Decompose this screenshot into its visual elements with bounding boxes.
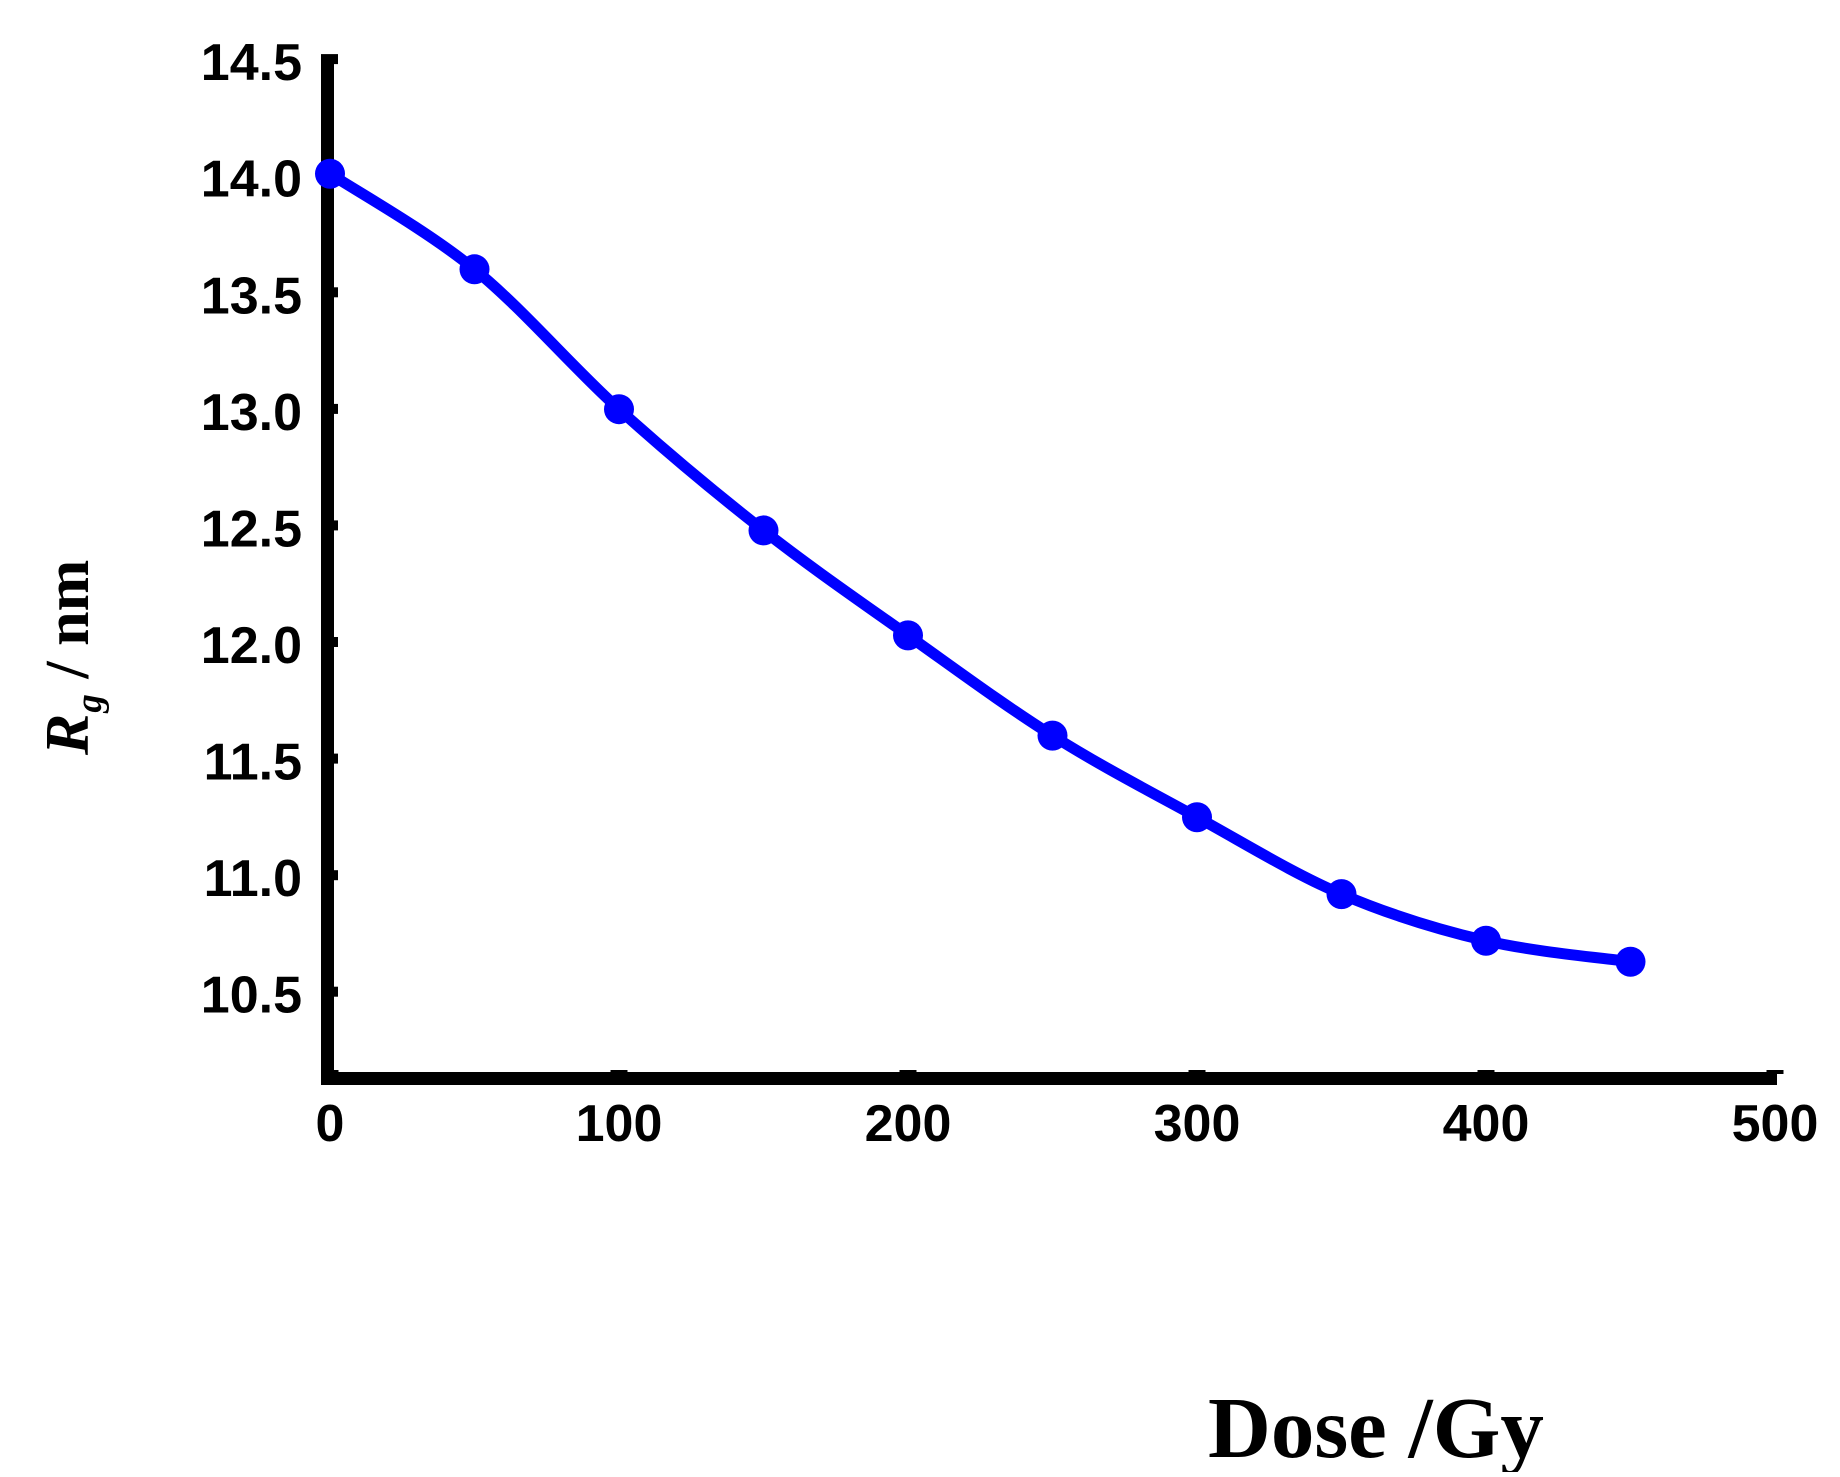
svg-text:14.0: 14.0 [201, 151, 302, 209]
svg-text:14.5: 14.5 [201, 34, 302, 92]
svg-text:11.0: 11.0 [204, 850, 302, 908]
svg-text:10.5: 10.5 [201, 967, 302, 1025]
svg-text:400: 400 [1443, 1095, 1530, 1153]
svg-text:500: 500 [1732, 1095, 1819, 1153]
svg-text:Rg / nm: Rg / nm [34, 560, 110, 756]
svg-text:200: 200 [865, 1095, 952, 1153]
svg-text:12.5: 12.5 [201, 500, 302, 558]
svg-text:13.5: 13.5 [201, 267, 302, 325]
svg-text:12.0: 12.0 [201, 617, 302, 675]
svg-text:Dose /Gy: Dose /Gy [1208, 1379, 1544, 1472]
svg-text:11.5: 11.5 [204, 734, 302, 792]
svg-text:13.0: 13.0 [201, 384, 302, 442]
svg-text:300: 300 [1154, 1095, 1241, 1153]
svg-text:0: 0 [316, 1095, 345, 1153]
svg-text:100: 100 [576, 1095, 663, 1153]
